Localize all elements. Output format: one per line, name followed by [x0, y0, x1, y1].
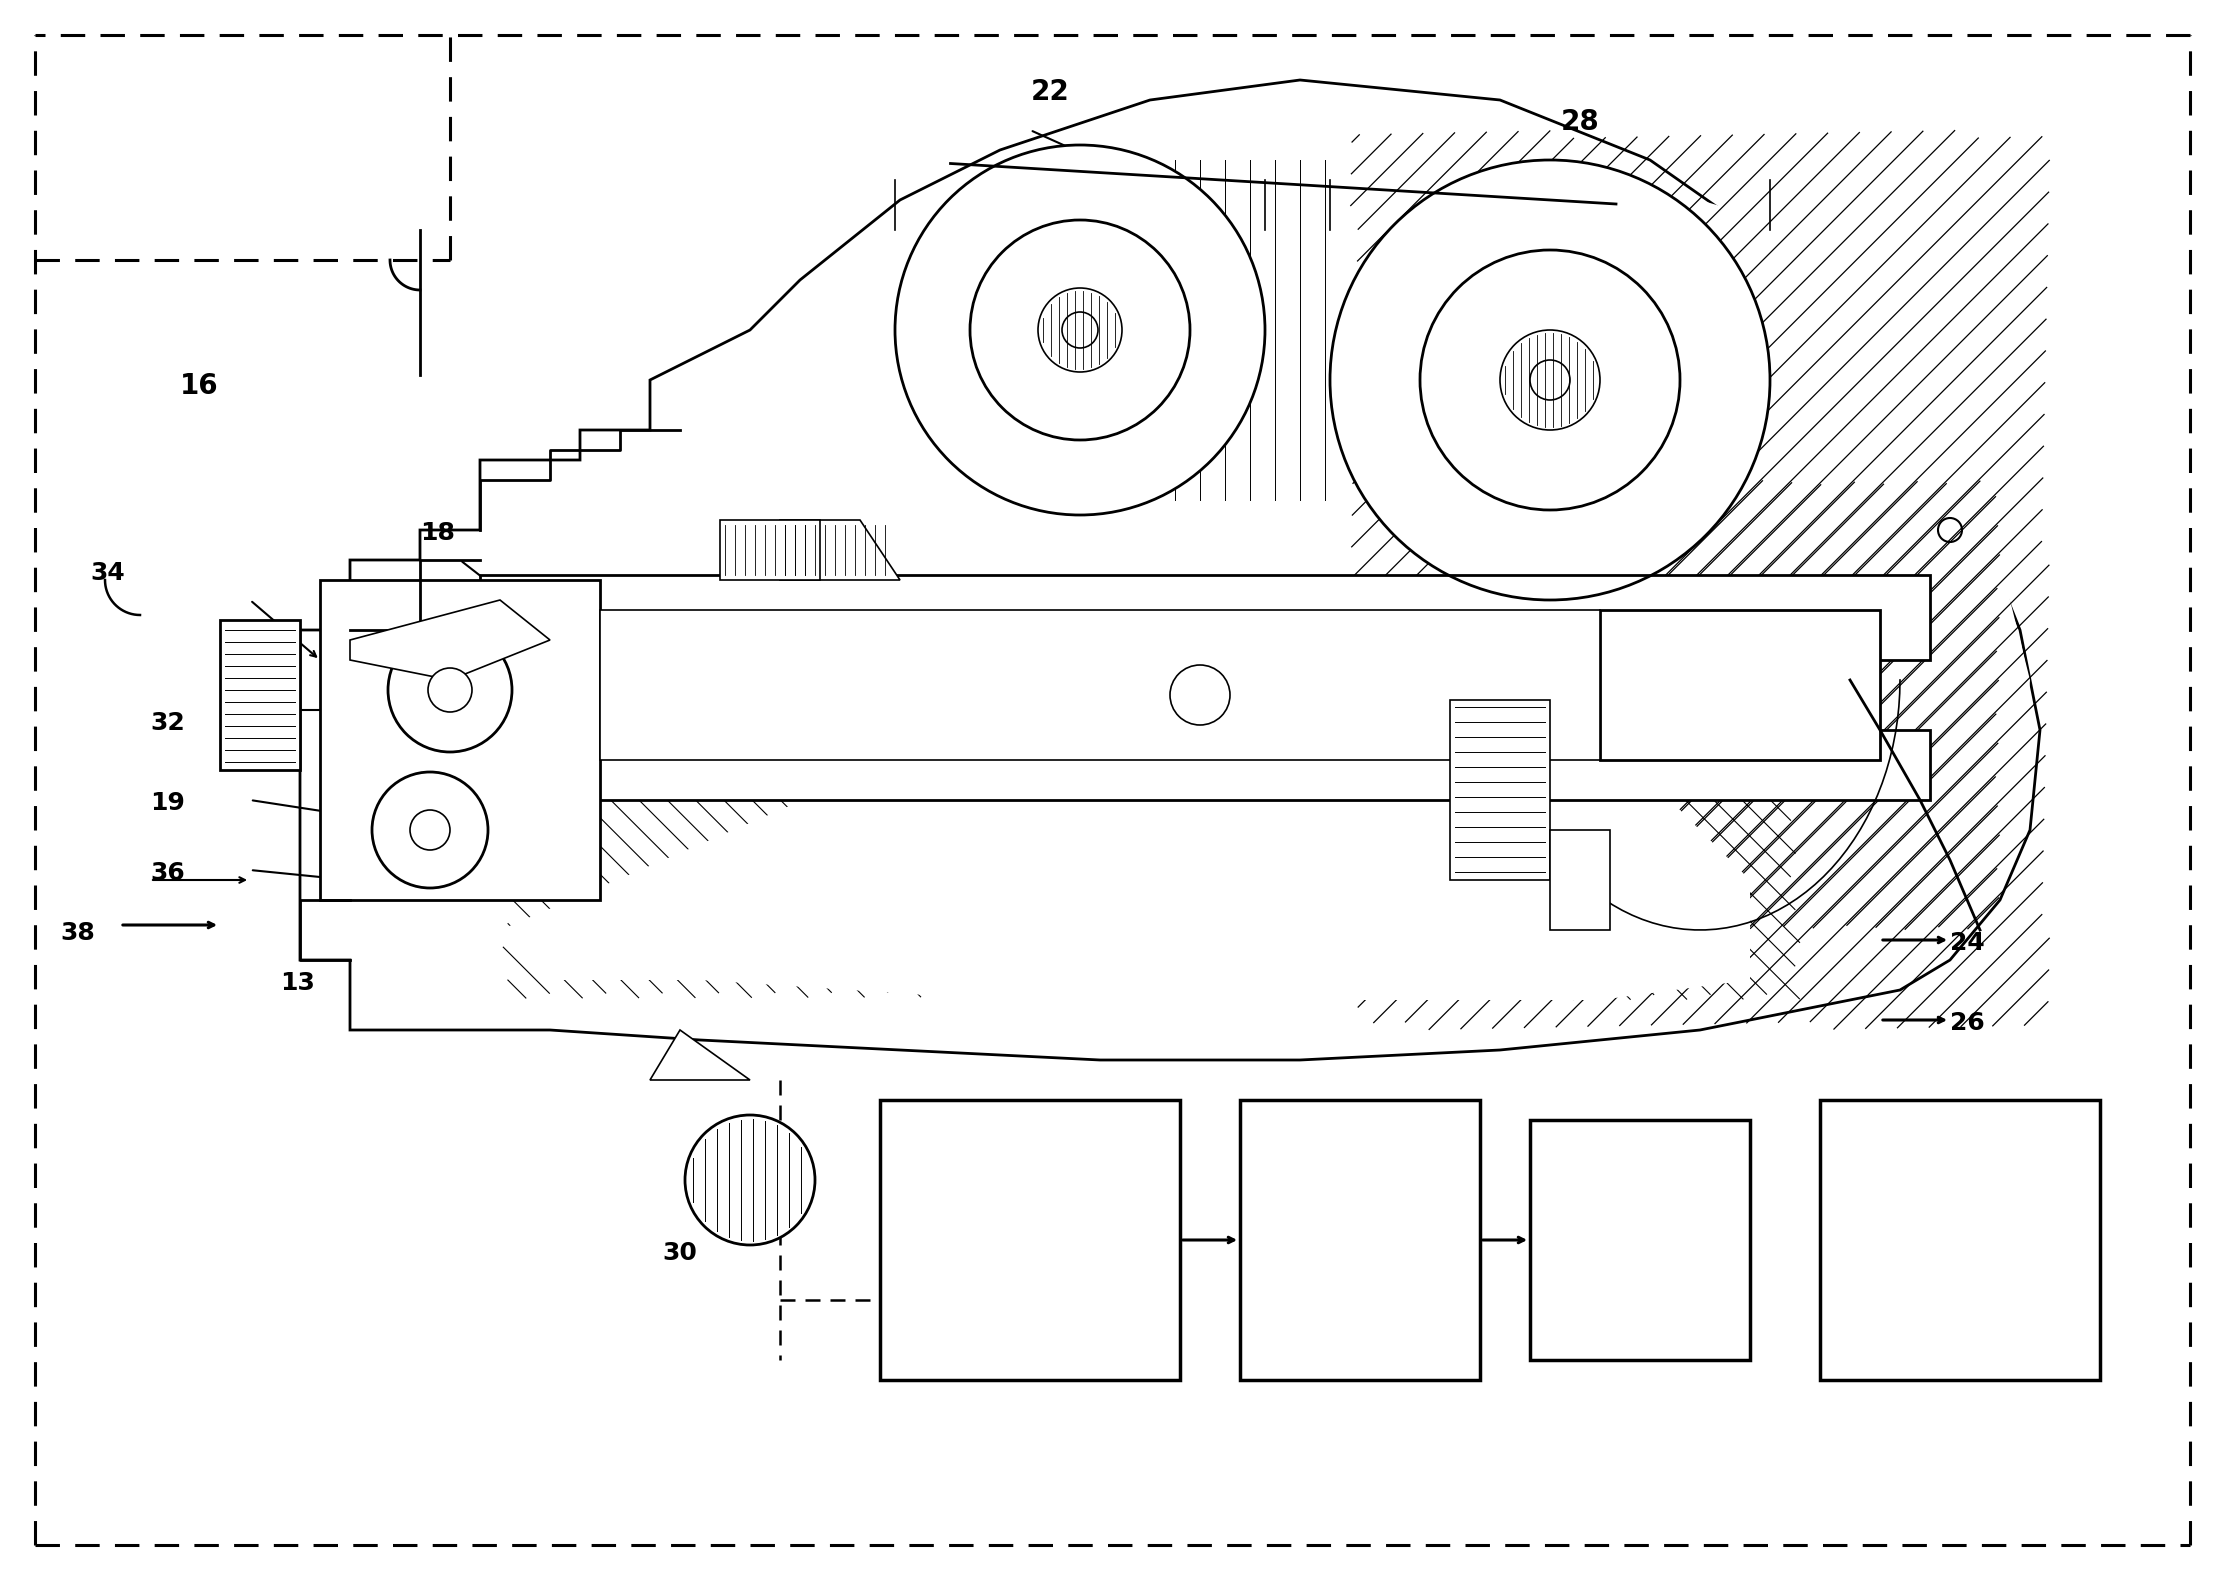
- Bar: [220, 619, 301, 769]
- Bar: [1550, 830, 1610, 931]
- Text: 18: 18: [421, 521, 454, 545]
- Polygon shape: [1350, 201, 2031, 1000]
- Text: 22: 22: [1031, 77, 1069, 106]
- Circle shape: [1062, 311, 1098, 348]
- Bar: [1599, 610, 1880, 760]
- Text: 30: 30: [664, 1240, 697, 1266]
- Bar: [481, 575, 1931, 660]
- Bar: [599, 610, 1599, 760]
- Polygon shape: [501, 781, 1750, 1000]
- Bar: [1450, 700, 1550, 880]
- Circle shape: [1330, 160, 1770, 600]
- Text: 36: 36: [149, 861, 185, 885]
- Circle shape: [428, 668, 472, 713]
- Circle shape: [410, 811, 450, 850]
- Text: 25: 25: [1940, 1226, 1982, 1255]
- Text: 38: 38: [60, 921, 96, 945]
- Circle shape: [1530, 360, 1570, 400]
- Text: 60: 60: [1338, 1226, 1381, 1255]
- Polygon shape: [779, 520, 900, 580]
- Bar: [1530, 1120, 1750, 1360]
- Polygon shape: [350, 600, 550, 679]
- Bar: [1240, 1100, 1481, 1379]
- Text: 42: 42: [1009, 1226, 1051, 1255]
- Text: 32: 32: [149, 711, 185, 735]
- Bar: [880, 1100, 1180, 1379]
- Circle shape: [686, 1115, 815, 1245]
- Text: 24: 24: [1951, 931, 1984, 954]
- Bar: [481, 730, 1931, 799]
- Text: 13: 13: [281, 972, 314, 995]
- Polygon shape: [301, 81, 2040, 1060]
- Circle shape: [1038, 288, 1122, 371]
- Text: 62: 62: [1619, 1226, 1661, 1255]
- Text: 19: 19: [149, 792, 185, 815]
- Polygon shape: [650, 1030, 750, 1081]
- Bar: [1819, 1100, 2100, 1379]
- Circle shape: [387, 627, 512, 752]
- Text: 34: 34: [89, 561, 125, 585]
- Text: 28: 28: [1561, 107, 1599, 136]
- Bar: [321, 580, 599, 901]
- Circle shape: [372, 773, 488, 888]
- Circle shape: [1421, 250, 1679, 510]
- Text: 16: 16: [180, 371, 218, 400]
- Text: 26: 26: [1951, 1011, 1984, 1035]
- Circle shape: [1501, 330, 1599, 430]
- Circle shape: [895, 145, 1265, 515]
- Circle shape: [971, 220, 1189, 439]
- Circle shape: [1169, 665, 1229, 725]
- Bar: [719, 520, 820, 580]
